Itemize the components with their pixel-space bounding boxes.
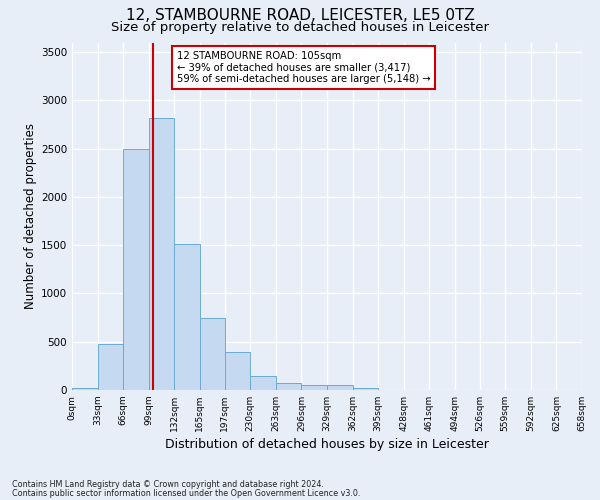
- Bar: [72, 388, 98, 390]
- Text: Contains public sector information licensed under the Open Government Licence v3: Contains public sector information licen…: [12, 488, 361, 498]
- Bar: [327, 385, 353, 390]
- Y-axis label: Number of detached properties: Number of detached properties: [24, 123, 37, 309]
- Bar: [353, 388, 378, 390]
- Bar: [98, 344, 123, 390]
- Bar: [276, 383, 301, 390]
- Bar: [200, 318, 224, 390]
- Bar: [149, 118, 175, 390]
- Bar: [123, 148, 149, 390]
- X-axis label: Distribution of detached houses by size in Leicester: Distribution of detached houses by size …: [165, 438, 489, 451]
- Bar: [250, 376, 276, 390]
- Bar: [301, 385, 327, 390]
- Text: Contains HM Land Registry data © Crown copyright and database right 2024.: Contains HM Land Registry data © Crown c…: [12, 480, 324, 489]
- Text: 12, STAMBOURNE ROAD, LEICESTER, LE5 0TZ: 12, STAMBOURNE ROAD, LEICESTER, LE5 0TZ: [125, 8, 475, 22]
- Bar: [175, 244, 200, 390]
- Bar: [224, 352, 250, 390]
- Text: 12 STAMBOURNE ROAD: 105sqm
← 39% of detached houses are smaller (3,417)
59% of s: 12 STAMBOURNE ROAD: 105sqm ← 39% of deta…: [176, 51, 430, 84]
- Text: Size of property relative to detached houses in Leicester: Size of property relative to detached ho…: [111, 21, 489, 34]
